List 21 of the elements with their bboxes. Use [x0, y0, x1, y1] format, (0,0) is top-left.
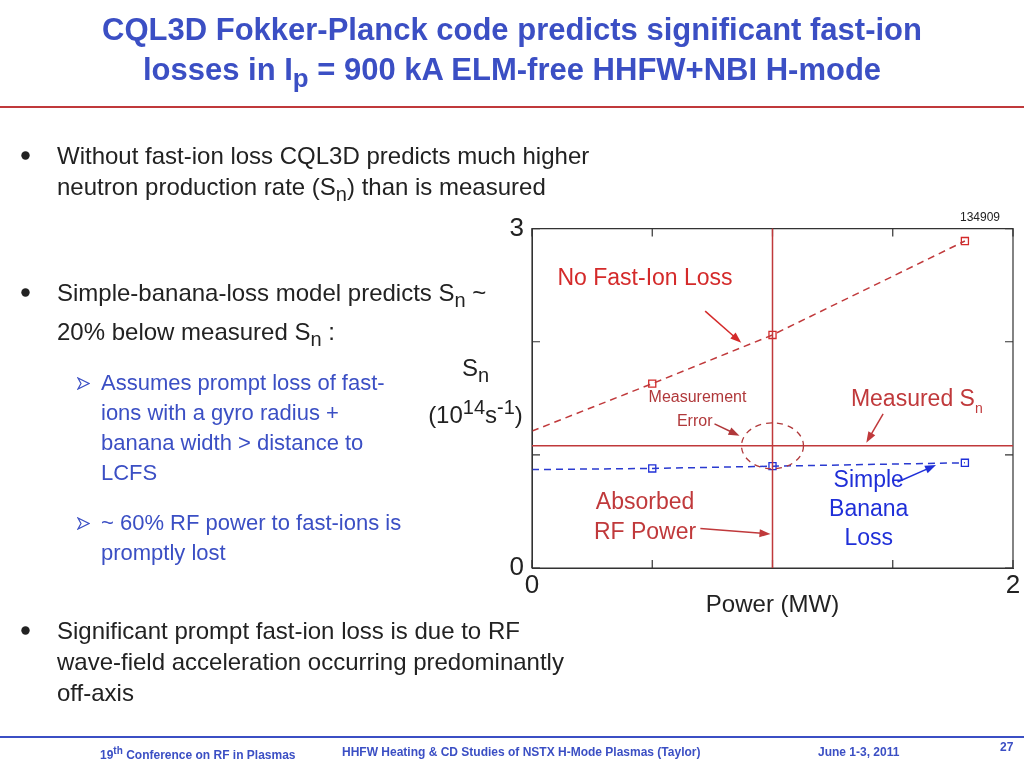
- text: ~ 60% RF power to fast-ions is promptly lost: [101, 509, 403, 567]
- text: 19$^{th}$ Conference on RF in Plasmas: [100, 745, 296, 762]
- text: 134909: [960, 210, 1001, 224]
- text: Simple-banana-loss model predicts S$_{n}$ ~ 20% below measured S$_{n}$ :: [57, 279, 487, 350]
- text: Without fast-ion loss CQL3D predicts much higher neutron production rate (S$_{n}$) than is measured: [57, 141, 591, 207]
- y-axis-title: S$_{n}$ (10$^{14}$s$^{-1}$): [427, 353, 524, 430]
- chart-title: CQL3D Fokker-Planck code predicts significant fast-ion losses in I$_{p}$ = 900 kA ELM-free HHFW+NBI H-mode: [101, 11, 923, 95]
- text: Assumes prompt loss of fast-ions with a gyro radius + banana width > distance to LCFS: [101, 369, 386, 487]
- text: Significant prompt fast-ion loss is due to RF wave-field acceleration occurring predominantly off-axis: [57, 616, 565, 708]
- text: 27: [1000, 740, 1014, 754]
- text: HHFW Heating & CD Studies of NSTX H-Mode Plasmas (Taylor): [342, 745, 701, 759]
- point: [960, 458, 970, 467]
- annotation: Measurement Error: [648, 387, 747, 429]
- annotation: No Fast-Ion Loss: [557, 264, 733, 291]
- y-tick-label: 3: [509, 211, 524, 242]
- x-tick-label: 2: [1005, 568, 1021, 599]
- ref-line-label: Absorbed RF Power: [593, 488, 697, 545]
- point: [648, 379, 657, 388]
- x-axis-title: Power (MW): [705, 590, 840, 618]
- text: June 1-3, 2011: [818, 745, 900, 759]
- annotation: Simple Banana Loss: [829, 465, 909, 550]
